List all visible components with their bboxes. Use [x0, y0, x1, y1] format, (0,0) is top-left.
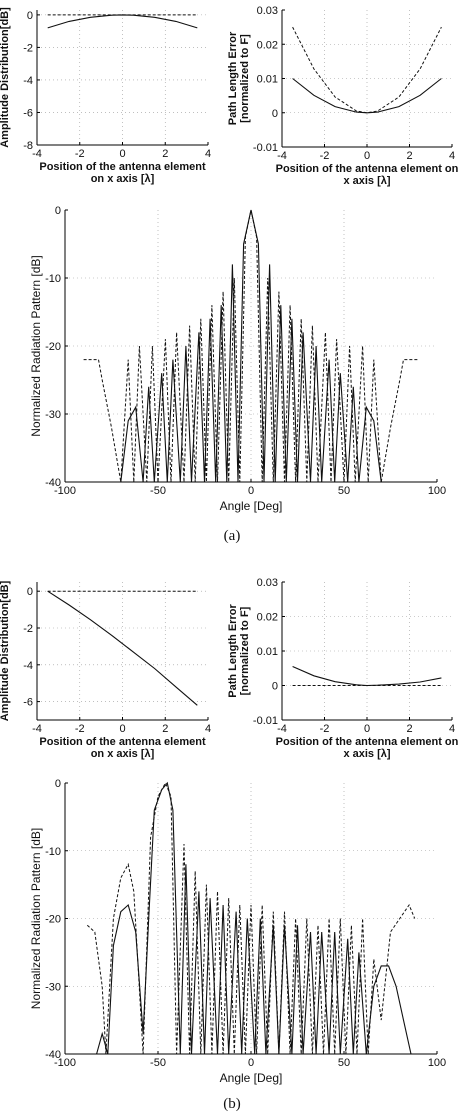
- x-axis-label: on x axis [λ]: [91, 173, 155, 185]
- series-solid-line: [47, 590, 198, 706]
- y-axis-label: Path Length Error: [227, 604, 239, 698]
- chart-a-path-error: -4 -2 0 2 4 -0.01 0 0.01 0.02 0.03 Position of the…: [227, 5, 459, 187]
- x-tick-label: 2: [162, 148, 168, 160]
- series-dashed-line: [83, 209, 419, 483]
- x-tick-label: 100: [428, 1057, 446, 1069]
- x-tick-label: 4: [205, 723, 211, 735]
- series-solid-line: [94, 209, 408, 483]
- x-tick-label: -4: [32, 148, 42, 160]
- series-solid-line: [47, 14, 198, 29]
- y-axis-label: Amplitude Distribution[dB]: [0, 7, 11, 148]
- y-axis-label: Amplitude Distribution[dB]: [0, 580, 11, 721]
- y-tick-label: -10: [45, 273, 61, 285]
- y-tick-label: -4: [23, 75, 33, 87]
- x-tick-label: 0: [364, 723, 370, 735]
- y-tick-label: 0: [27, 10, 33, 22]
- y-tick-label: -6: [23, 107, 33, 119]
- x-tick-label: -100: [54, 1057, 76, 1069]
- x-tick-label: 2: [406, 723, 412, 735]
- y-tick-label: 0: [55, 205, 61, 217]
- y-tick-label: -2: [23, 623, 33, 635]
- x-tick-label: 4: [449, 723, 455, 735]
- x-tick-label: 0: [119, 148, 125, 160]
- x-tick-label: -4: [277, 723, 287, 735]
- x-axis-label: Position of the antenna element on: [276, 736, 459, 748]
- y-tick-label: 0.02: [257, 612, 278, 624]
- series-solid-line: [96, 781, 412, 1055]
- x-tick-label: -50: [150, 1057, 166, 1069]
- x-tick-label: 50: [338, 1057, 350, 1069]
- series-solid-line: [292, 78, 442, 114]
- x-tick-label: -2: [75, 723, 85, 735]
- y-axis-label: Normalized Radiation Pattern [dB]: [29, 828, 43, 1009]
- x-tick-label: 4: [449, 150, 455, 162]
- y-axis-label: [normalized to F]: [239, 606, 251, 695]
- series-dashed-line: [86, 781, 416, 1055]
- x-tick-label: 0: [248, 1057, 254, 1069]
- y-tick-label: -4: [23, 660, 33, 672]
- x-axis-label: Position of the antenna element on: [276, 163, 459, 175]
- x-tick-label: 4: [205, 148, 211, 160]
- x-axis-label: x axis [λ]: [343, 175, 390, 187]
- x-tick-label: -100: [54, 485, 76, 497]
- caption-b: (b): [223, 1096, 241, 1112]
- x-axis-label: Angle [Deg]: [220, 1071, 283, 1085]
- x-tick-label: 2: [406, 150, 412, 162]
- y-tick-label: 0: [272, 108, 278, 120]
- series-solid-line: [292, 665, 442, 687]
- y-tick-label: -6: [23, 697, 33, 709]
- y-tick-label: -20: [45, 914, 61, 926]
- y-tick-label: 0.01: [257, 74, 278, 86]
- y-tick-label: 0: [272, 681, 278, 693]
- y-tick-label: -30: [45, 981, 61, 993]
- x-tick-label: -2: [320, 723, 330, 735]
- y-tick-label: -20: [45, 341, 61, 353]
- y-tick-label: -40: [45, 477, 61, 489]
- y-tick-label: -10: [45, 846, 61, 858]
- y-tick-label: -0.01: [253, 142, 278, 154]
- y-axis-label: Normalized Radiation Pattern [dB]: [29, 255, 43, 436]
- y-tick-label: -30: [45, 409, 61, 421]
- x-tick-label: -50: [150, 485, 166, 497]
- x-tick-label: -2: [75, 148, 85, 160]
- x-tick-label: 0: [248, 485, 254, 497]
- x-tick-label: 50: [338, 485, 350, 497]
- y-tick-label: -8: [23, 140, 33, 152]
- y-axis-label: [normalized to F]: [239, 34, 251, 123]
- x-tick-label: 2: [162, 723, 168, 735]
- x-tick-label: 0: [119, 723, 125, 735]
- x-axis-label: x axis [λ]: [343, 748, 390, 760]
- y-tick-label: -2: [23, 42, 33, 54]
- chart-b-path-error: -4 -2 0 2 4 -0.01 0 0.01 0.02 0.03 Position of the…: [227, 577, 459, 760]
- y-tick-label: 0.03: [257, 577, 278, 589]
- y-tick-label: -40: [45, 1049, 61, 1061]
- x-axis-label: on x axis [λ]: [91, 748, 155, 760]
- y-tick-label: 0: [27, 586, 33, 598]
- x-axis-label: Position of the antenna element: [39, 161, 206, 173]
- y-tick-label: 0.03: [257, 5, 278, 17]
- series-dashed-line: [292, 26, 442, 114]
- x-axis-label: Angle [Deg]: [220, 499, 283, 513]
- y-axis-label: Path Length Error: [227, 31, 239, 125]
- x-tick-label: 0: [364, 150, 370, 162]
- caption-a: (a): [224, 528, 241, 544]
- y-tick-label: -0.01: [253, 715, 278, 727]
- x-tick-label: -4: [277, 150, 287, 162]
- y-tick-label: 0.02: [257, 39, 278, 51]
- x-axis-label: Position of the antenna element: [39, 736, 206, 748]
- x-tick-label: -4: [32, 723, 42, 735]
- y-tick-label: 0: [55, 778, 61, 790]
- x-tick-label: 100: [428, 485, 446, 497]
- y-tick-label: 0.01: [257, 646, 278, 658]
- x-tick-label: -2: [320, 150, 330, 162]
